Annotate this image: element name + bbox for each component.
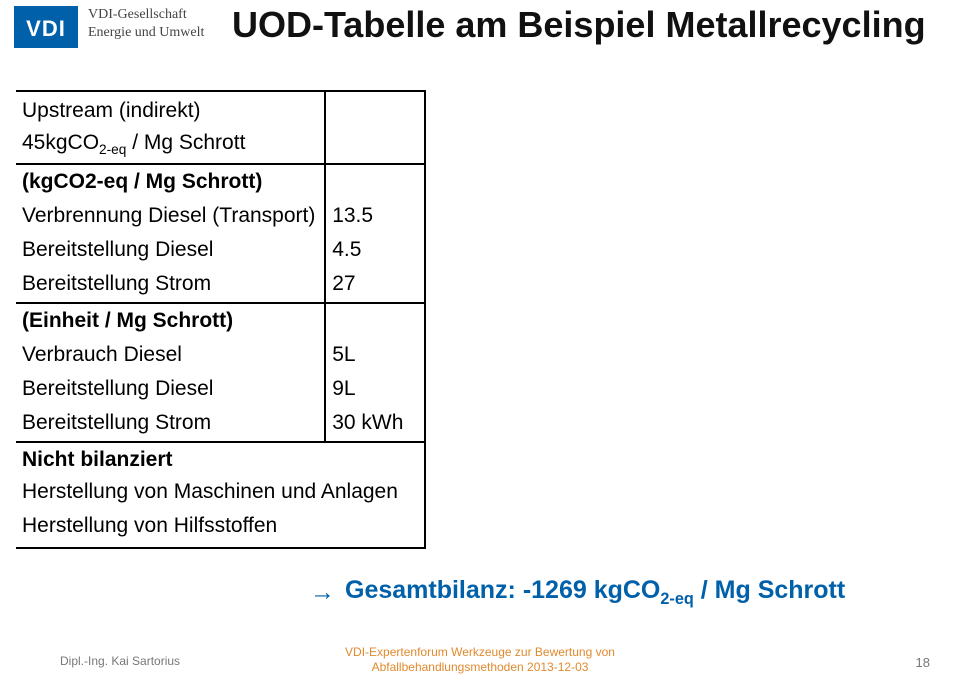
row-bereit-strom-val: 27 — [325, 267, 425, 302]
row-verbrennung-val: 13.5 — [325, 199, 425, 233]
cell-empty — [325, 126, 425, 163]
section3-head: (Einheit / Mg Schrott) — [16, 303, 325, 338]
section-upstream-sub: 45kgCO2-eq / Mg Schrott — [16, 126, 325, 163]
footer-event-line1: VDI-Expertenforum Werkzeuge zur Bewertun… — [0, 645, 960, 659]
result-pre: Gesamtbilanz: -1269 kgCO — [345, 576, 660, 604]
vdi-sub-line2: Energie und Umwelt — [88, 24, 204, 42]
table-bottom-border — [16, 548, 425, 549]
arrow-icon: → — [310, 578, 335, 607]
footer-page-number: 18 — [916, 655, 930, 670]
row-bereit-strom-label: Bereitstellung Strom — [16, 267, 325, 302]
vdi-subtitle: VDI-Gesellschaft Energie und Umwelt — [88, 6, 204, 41]
row-hilfsstoffen: Herstellung von Hilfsstoffen — [16, 509, 425, 548]
vdi-sub-line1: VDI-Gesellschaft — [88, 6, 204, 24]
row-bereit-diesel2-label: Bereitstellung Diesel — [16, 372, 325, 406]
row-bereit-strom2-label: Bereitstellung Strom — [16, 406, 325, 441]
section2-head: (kgCO2-eq / Mg Schrott) — [16, 164, 325, 199]
section4-head: Nicht bilanziert — [16, 442, 425, 475]
page-title: UOD-Tabelle am Beispiel Metallrecycling — [232, 4, 926, 46]
slide: VDI VDI-Gesellschaft Energie und Umwelt … — [0, 0, 960, 682]
row-maschinen: Herstellung von Maschinen und Anlagen — [16, 475, 425, 509]
row-bereit-diesel2-val: 9L — [325, 372, 425, 406]
co2-sub: 2-eq — [99, 142, 126, 157]
result-post: / Mg Schrott — [694, 576, 845, 604]
uod-table: Upstream (indirekt) 45kgCO2-eq / Mg Schr… — [16, 90, 426, 549]
result-text: Gesamtbilanz: -1269 kgCO2-eq / Mg Schrot… — [345, 576, 845, 609]
cell-empty — [325, 303, 425, 338]
co2-pre: 45kgCO — [22, 131, 99, 154]
cell-empty — [325, 164, 425, 199]
row-verbrauch-diesel-label: Verbrauch Diesel — [16, 338, 325, 372]
co2-post: / Mg Schrott — [126, 131, 245, 154]
row-bereit-diesel-val: 4.5 — [325, 233, 425, 267]
vdi-logo: VDI VDI-Gesellschaft Energie und Umwelt — [14, 6, 204, 48]
vdi-badge: VDI — [14, 6, 78, 48]
cell-empty — [325, 91, 425, 126]
row-bereit-strom2-val: 30 kWh — [325, 406, 425, 441]
section-upstream-title: Upstream (indirekt) — [16, 91, 325, 126]
row-verbrennung-label: Verbrennung Diesel (Transport) — [16, 199, 325, 233]
footer-event: VDI-Expertenforum Werkzeuge zur Bewertun… — [0, 645, 960, 674]
row-bereit-diesel-label: Bereitstellung Diesel — [16, 233, 325, 267]
result-line: → Gesamtbilanz: -1269 kgCO2-eq / Mg Schr… — [310, 576, 845, 609]
footer-event-line2: Abfallbehandlungsmethoden 2013-12-03 — [0, 660, 960, 674]
row-verbrauch-diesel-val: 5L — [325, 338, 425, 372]
result-sub: 2-eq — [660, 590, 693, 608]
